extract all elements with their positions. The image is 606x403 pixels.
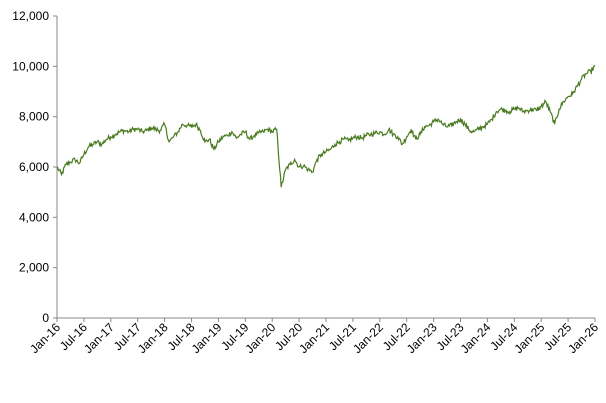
- x-tick-label: Jan-26: [565, 320, 601, 356]
- y-tick-label: 10,000: [12, 59, 49, 73]
- y-tick-label: 12,000: [12, 9, 49, 23]
- x-tick-label: Jan-19: [189, 320, 225, 356]
- y-tick-label: 4,000: [19, 210, 49, 224]
- x-tick-label: Jan-24: [458, 320, 494, 356]
- y-tick-label: 2,000: [19, 261, 49, 275]
- x-tick-label: Jan-18: [135, 320, 171, 356]
- x-tick-label: Jan-17: [81, 320, 117, 356]
- y-tick-label: 8,000: [19, 110, 49, 124]
- x-tick-label: Jan-22: [350, 320, 386, 356]
- x-tick-label: Jan-21: [296, 320, 332, 356]
- x-axis-ticks: Jan-16Jul-16Jan-17Jul-17Jan-18Jul-18Jan-…: [27, 318, 601, 356]
- x-tick-label: Jan-16: [27, 320, 63, 356]
- y-tick-label: 0: [42, 311, 49, 325]
- x-tick-label: Jan-23: [404, 320, 440, 356]
- y-tick-label: 6,000: [19, 160, 49, 174]
- y-axis-ticks: 0 2,000 4,000 6,000 8,000 10,000 12,000: [12, 9, 57, 325]
- x-tick-label: Jan-25: [511, 320, 547, 356]
- x-tick-label: Jan-20: [242, 320, 278, 356]
- series-line: [56, 64, 596, 188]
